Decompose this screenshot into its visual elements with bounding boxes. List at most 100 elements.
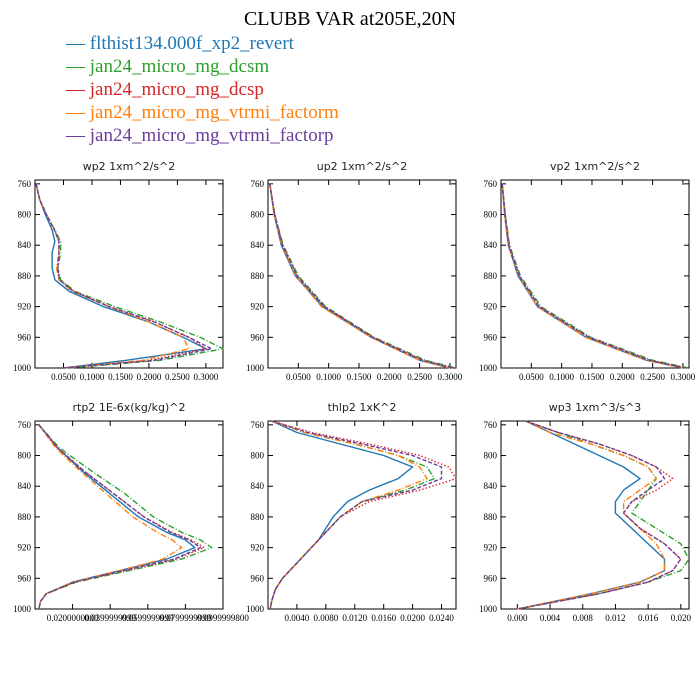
y-tick-label: 920 xyxy=(18,302,32,312)
series-line xyxy=(517,420,682,610)
y-tick-label: 920 xyxy=(484,543,498,553)
legend-item: — flthist134.000f_xp2_revert xyxy=(66,32,339,55)
y-tick-label: 880 xyxy=(18,512,32,522)
x-tick-label: 0.0240 xyxy=(429,613,454,623)
y-tick-label: 800 xyxy=(18,210,32,220)
x-tick-label: 0.016 xyxy=(638,613,659,623)
x-tick-label: 0.2500 xyxy=(165,372,190,382)
legend-label: jan24_micro_mg_dcsm xyxy=(89,56,270,77)
y-tick-label: 760 xyxy=(484,420,498,430)
panel-title: rtp2 1E-6x(kg/kg)^2 xyxy=(73,401,186,414)
y-tick-label: 840 xyxy=(18,240,32,250)
panel-title: thlp2 1xK^2 xyxy=(328,401,397,414)
y-tick-label: 1000 xyxy=(13,363,32,373)
y-tick-label: 800 xyxy=(18,451,32,461)
y-tick-label: 960 xyxy=(18,332,32,342)
plot-frame xyxy=(267,420,457,610)
legend-line-glyph: — xyxy=(66,125,90,146)
x-tick-label: 0.008 xyxy=(573,613,594,623)
y-tick-label: 960 xyxy=(251,573,265,583)
y-tick-label: 920 xyxy=(484,302,498,312)
series-line xyxy=(517,420,666,610)
x-tick-label: 0.2500 xyxy=(640,372,665,382)
x-tick-label: 0.0999999800 xyxy=(197,613,249,623)
x-tick-label: 0.0500 xyxy=(519,372,544,382)
x-tick-label: 0.0160 xyxy=(371,613,396,623)
y-tick-label: 1000 xyxy=(479,604,498,614)
legend-line-glyph: — xyxy=(66,33,90,54)
y-tick-label: 840 xyxy=(484,481,498,491)
chart-panel: rtp2 1E-6x(kg/kg)^2 760 800 840 880 920 960 100… xyxy=(13,401,249,623)
x-tick-label: 0.1500 xyxy=(108,372,133,382)
x-tick-label: 0.0200000000 xyxy=(47,613,99,623)
y-tick-label: 960 xyxy=(251,332,265,342)
x-tick-label: 0.1000 xyxy=(316,372,341,382)
plot-frame xyxy=(34,420,224,610)
legend-line-glyph: — xyxy=(66,102,90,123)
series-line xyxy=(501,183,687,369)
chart-panel: vp2 1xm^2/s^2 760 800 840 880 920 960 1000 0.050… xyxy=(479,160,696,382)
x-tick-label: 0.2000 xyxy=(137,372,162,382)
legend-line-glyph: — xyxy=(66,56,90,77)
x-tick-label: 0.0200 xyxy=(400,613,425,623)
chart-panel: up2 1xm^2/s^2 760 800 840 880 920 960 1000 0.050… xyxy=(246,160,463,382)
x-tick-label: 0.0500 xyxy=(51,372,76,382)
y-tick-label: 760 xyxy=(18,420,32,430)
x-tick-label: 0.004 xyxy=(540,613,561,623)
series-line xyxy=(269,420,435,610)
series-line xyxy=(35,183,213,369)
plot-frame xyxy=(500,420,690,610)
series-line xyxy=(35,183,224,369)
y-tick-label: 760 xyxy=(484,179,498,189)
x-tick-label: 0.0080 xyxy=(313,613,338,623)
y-tick-label: 800 xyxy=(251,210,265,220)
y-tick-label: 840 xyxy=(484,240,498,250)
legend-label: jan24_micro_mg_dcsp xyxy=(89,79,264,100)
x-tick-label: 0.1000 xyxy=(80,372,105,382)
page-title: CLUBB VAR at205E,20N xyxy=(243,8,457,30)
y-tick-label: 920 xyxy=(251,543,265,553)
series-line xyxy=(517,420,666,610)
y-tick-label: 760 xyxy=(251,420,265,430)
legend-label: jan24_micro_mg_vtrmi_factorm xyxy=(89,102,339,123)
legend-item: — jan24_micro_mg_dcsp xyxy=(66,78,339,101)
panel-title: wp3 1xm^3/s^3 xyxy=(549,401,642,414)
series-line xyxy=(269,420,428,610)
series-line xyxy=(517,420,682,610)
series-line xyxy=(269,420,443,610)
y-tick-label: 1000 xyxy=(479,363,498,373)
y-tick-label: 800 xyxy=(484,210,498,220)
y-tick-label: 960 xyxy=(18,573,32,583)
x-tick-label: 0.0500 xyxy=(286,372,311,382)
x-tick-label: 0.1500 xyxy=(347,372,372,382)
x-tick-label: 0.3000 xyxy=(671,372,696,382)
x-tick-label: 0.0599999999 xyxy=(122,613,174,623)
series-line xyxy=(269,420,457,610)
y-tick-label: 800 xyxy=(484,451,498,461)
legend: — flthist134.000f_xp2_revert — jan24_micr… xyxy=(66,32,339,147)
x-tick-label: 0.2000 xyxy=(377,372,402,382)
legend-item: — jan24_micro_mg_vtrmi_factorp xyxy=(66,124,339,147)
x-tick-label: 0.1000 xyxy=(549,372,574,382)
legend-label: jan24_micro_mg_vtrmi_factorp xyxy=(89,125,334,146)
x-tick-label: 0.3000 xyxy=(194,372,219,382)
y-tick-label: 880 xyxy=(484,512,498,522)
series-line xyxy=(38,424,183,610)
legend-label: flthist134.000f_xp2_revert xyxy=(89,33,294,54)
x-tick-label: 0.1500 xyxy=(580,372,605,382)
panel-title: vp2 1xm^2/s^2 xyxy=(550,160,640,173)
series-line xyxy=(517,420,690,610)
x-tick-label: 0.0399999999 xyxy=(84,613,136,623)
x-tick-label: 0.012 xyxy=(605,613,625,623)
plot-frame xyxy=(267,179,457,369)
series-line xyxy=(501,183,684,369)
chart-panel: wp2 1xm^2/s^2 760 800 840 880 920 960 1000 0.050… xyxy=(13,160,224,382)
plot-frame xyxy=(500,179,690,369)
legend-line-glyph: — xyxy=(66,79,90,100)
series-line xyxy=(35,183,207,369)
y-tick-label: 760 xyxy=(18,179,32,189)
y-tick-label: 880 xyxy=(484,271,498,281)
x-tick-label: 0.0120 xyxy=(342,613,367,623)
